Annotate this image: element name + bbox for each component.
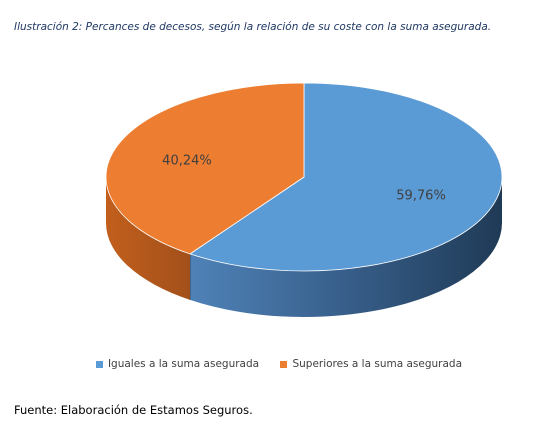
pie-side-layer (106, 177, 503, 317)
pie-side-superiores (106, 177, 191, 300)
slice-label-iguales: 59,76% (396, 189, 446, 204)
pie-side-iguales (190, 177, 503, 317)
legend-label-iguales: Iguales a la suma asegurada (107, 358, 260, 370)
pie-top-layer (105, 82, 503, 272)
legend-item-iguales: Iguales a la suma asegurada (95, 358, 260, 370)
legend-item-superiores: Superiores a la suma asegurada (280, 358, 462, 370)
legend-swatch-iguales (95, 360, 103, 368)
legend-label-superiores: Superiores a la suma asegurada (292, 358, 463, 370)
slice-label-superiores: 40,24% (162, 153, 212, 168)
pie-slice-iguales (189, 82, 503, 272)
pie-label-layer: 59,76% 40,24% (162, 153, 446, 203)
source-note: Fuente: Elaboración de Estamos Seguros. (14, 403, 253, 417)
legend-swatch-superiores (280, 360, 288, 368)
chart-legend: Iguales a la suma asegurada Superiores a… (0, 358, 558, 371)
pie-slice-superiores (105, 82, 305, 255)
figure-caption: Ilustración 2: Percances de decesos, seg… (14, 21, 492, 33)
